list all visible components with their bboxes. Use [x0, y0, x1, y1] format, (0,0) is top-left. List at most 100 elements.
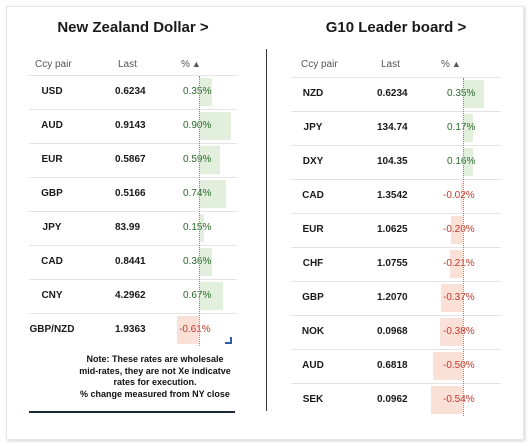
pct-change-value: -0.50%: [443, 360, 475, 371]
nzd-panel-title-link[interactable]: New Zealand Dollar >: [57, 19, 209, 36]
rate-row[interactable]: JPY 134.74 0.17%: [291, 111, 501, 146]
currency-code: NOK: [301, 326, 325, 337]
rate-row[interactable]: CNY 4.2962 0.67%: [29, 279, 237, 314]
last-rate: 0.6234: [115, 86, 146, 97]
note-line: % change measured from NY close: [80, 388, 230, 399]
header-ccy-pair[interactable]: Ccy pair: [35, 59, 72, 70]
currency-code: SEK: [302, 394, 324, 405]
pct-change-value: -0.54%: [443, 394, 475, 405]
positive-change-bar: [199, 112, 232, 140]
positive-change-bar: [199, 282, 224, 310]
negative-change-bar: [433, 352, 463, 380]
pct-change-value: 0.36%: [183, 256, 212, 267]
pct-change-value: -0.02%: [443, 190, 475, 201]
currency-code: GBP: [41, 188, 63, 199]
negative-change-bar: [461, 182, 463, 210]
rates-widget: New Zealand Dollar > Ccy pair Last % ▲ US…: [6, 6, 524, 440]
rate-row[interactable]: DXY 104.35 0.16%: [291, 145, 501, 180]
header-pct-change[interactable]: % ▲: [441, 59, 461, 70]
note-line: Note: These rates are wholesale: [86, 354, 224, 364]
last-rate: 1.0755: [377, 258, 408, 269]
rate-row[interactable]: CAD 1.3542 -0.02%: [291, 179, 501, 214]
currency-code: GBP: [302, 292, 324, 303]
positive-change-bar: [463, 148, 473, 176]
rate-row[interactable]: JPY 83.99 0.15%: [29, 211, 237, 246]
negative-change-bar: [440, 284, 463, 312]
currency-code: EUR: [302, 224, 324, 235]
rate-row[interactable]: EUR 1.0625 -0.20%: [291, 213, 501, 248]
rate-row[interactable]: SEK 0.0962 -0.54%: [291, 383, 501, 418]
positive-change-bar: [199, 248, 212, 276]
g10-table-header: Ccy pair Last % ▲: [291, 59, 501, 81]
rate-row[interactable]: GBP 0.5166 0.74%: [29, 177, 237, 212]
pct-change-value: 0.35%: [183, 86, 212, 97]
g10-panel-title-link[interactable]: G10 Leader board >: [325, 19, 467, 36]
negative-change-bar: [430, 386, 463, 414]
negative-change-bar: [440, 318, 463, 346]
sort-up-icon: ▲: [451, 59, 461, 69]
last-rate: 1.9363: [115, 324, 146, 335]
positive-change-bar: [463, 80, 484, 108]
positive-change-bar: [199, 214, 205, 242]
negative-change-bar: [451, 216, 463, 244]
last-rate: 1.0625: [377, 224, 408, 235]
note-line: rates for execution.: [113, 377, 197, 387]
positive-change-bar: [199, 146, 221, 174]
rate-row[interactable]: EUR 0.5867 0.59%: [29, 143, 237, 178]
currency-code: AUD: [41, 120, 63, 131]
positive-change-bar: [463, 114, 474, 142]
currency-code: AUD: [302, 360, 324, 371]
pct-change-value: -0.20%: [443, 224, 475, 235]
currency-code: GBP/NZD: [29, 324, 75, 335]
currency-code: DXY: [302, 156, 324, 167]
panel-divider: [266, 49, 267, 411]
pct-change-value: 0.35%: [447, 88, 476, 99]
rate-row[interactable]: CHF 1.0755 -0.21%: [291, 247, 501, 282]
rate-row[interactable]: USD 0.6234 0.35%: [29, 75, 237, 110]
last-rate: 83.99: [115, 222, 141, 233]
last-rate: 1.3542: [377, 190, 408, 201]
rate-row[interactable]: NZD 0.6234 0.35%: [291, 77, 501, 112]
pct-change-value: 0.59%: [183, 154, 212, 165]
zero-baseline: [463, 78, 464, 416]
last-rate: 0.5166: [115, 188, 146, 199]
pct-change-value: -0.38%: [443, 326, 475, 337]
currency-code: CHF: [302, 258, 324, 269]
currency-code: JPY: [303, 122, 323, 133]
note-underline: [29, 411, 235, 413]
currency-code: CNY: [41, 290, 63, 301]
currency-code: EUR: [41, 154, 63, 165]
last-rate: 0.5867: [115, 154, 146, 165]
last-rate: 134.74: [377, 122, 408, 133]
pct-change-value: 0.15%: [183, 222, 212, 233]
rate-row[interactable]: CAD 0.8441 0.36%: [29, 245, 237, 280]
header-ccy-pair[interactable]: Ccy pair: [301, 59, 338, 70]
pct-change-value: 0.67%: [183, 290, 212, 301]
header-pct-change[interactable]: % ▲: [181, 59, 201, 70]
rate-row[interactable]: GBP/NZD 1.9363 -0.61%: [29, 313, 237, 348]
rate-row[interactable]: GBP 1.2070 -0.37%: [291, 281, 501, 316]
pct-change-value: 0.90%: [183, 120, 212, 131]
negative-change-bar: [450, 250, 463, 278]
rates-disclaimer-note: Note: These rates are wholesale mid-rate…: [57, 354, 253, 400]
header-last[interactable]: Last: [381, 59, 400, 70]
positive-change-bar: [199, 78, 212, 106]
header-pct-label: %: [441, 59, 450, 70]
last-rate: 0.0968: [377, 326, 408, 337]
last-rate: 104.35: [377, 156, 408, 167]
pct-change-value: -0.37%: [443, 292, 475, 303]
positive-change-bar: [199, 180, 226, 208]
rate-row[interactable]: AUD 0.9143 0.90%: [29, 109, 237, 144]
pct-change-value: 0.17%: [447, 122, 476, 133]
pct-change-value: 0.74%: [183, 188, 212, 199]
header-pct-label: %: [181, 59, 190, 70]
rate-row[interactable]: AUD 0.6818 -0.50%: [291, 349, 501, 384]
header-last[interactable]: Last: [118, 59, 137, 70]
negative-change-bar: [177, 316, 199, 344]
rate-row[interactable]: NOK 0.0968 -0.38%: [291, 315, 501, 350]
pct-change-value: -0.21%: [443, 258, 475, 269]
currency-code: USD: [41, 86, 63, 97]
currency-code: NZD: [302, 88, 324, 99]
currency-code: JPY: [42, 222, 62, 233]
last-rate: 0.9143: [115, 120, 146, 131]
